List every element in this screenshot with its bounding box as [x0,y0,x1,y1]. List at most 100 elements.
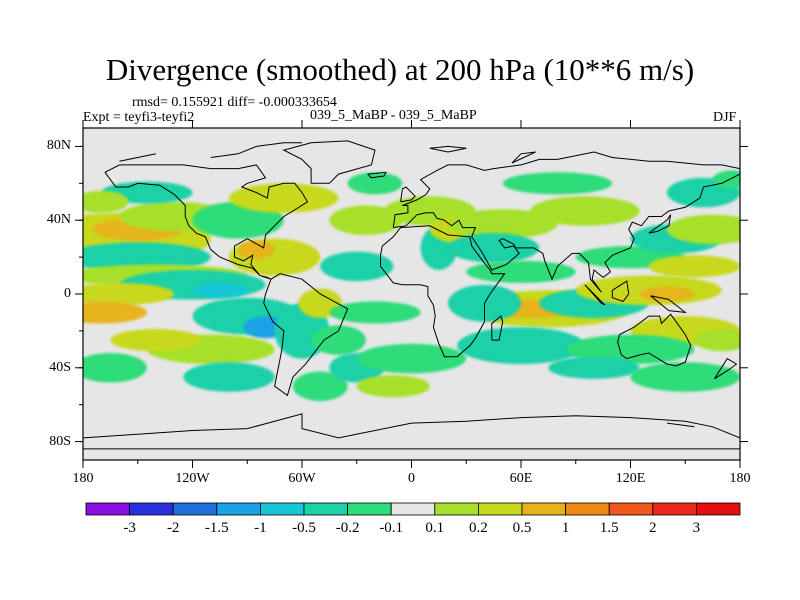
lon-label: 120E [615,471,646,486]
divergence-blob [530,196,640,226]
coastline [650,295,687,314]
divergence-blob [238,240,275,259]
divergence-blob [83,242,211,272]
coastline [119,153,157,162]
coastline [392,151,740,228]
lon-label: 60E [509,471,533,486]
divergence-blob [466,260,576,283]
coastline [491,315,504,341]
coastline [617,313,692,367]
divergence-blob [183,362,275,392]
case-text: 039_5_MaBP - 039_5_MaBP [310,108,477,123]
rmsd-diff-text: rmsd= 0.155921 diff= -0.000333654 [132,95,337,110]
coastline [429,145,467,153]
coastlines [83,140,740,450]
colorbar-box [216,502,261,516]
lat-label: 80S [49,433,71,449]
divergence-blob [667,214,740,245]
lon-label: 0 [408,471,415,486]
colorbar-label: 0.1 [425,520,445,536]
divergence-blob [83,190,129,213]
axis-ticks [75,120,748,468]
colorbar-label: -1 [254,520,267,536]
colorbar-box [390,502,436,516]
colorbar-box [85,502,130,516]
colorbar-box [521,502,566,516]
divergence-blob [292,371,348,401]
divergence-blob [83,282,175,306]
divergence-blob [648,255,740,278]
map-frame [82,127,741,461]
divergence-blob [448,209,558,239]
colorbar-label: -0.5 [292,520,316,536]
coastline [104,164,349,397]
colorbar-label: -1.5 [204,520,229,536]
lon-label: 180 [72,471,94,486]
divergence-blob [566,334,695,365]
divergence-blob [229,183,339,213]
colorbar-box [259,502,305,516]
divergence-blob [83,301,147,324]
divergence-blob [311,325,366,355]
coastline [393,173,740,293]
lat-label: 80N [46,138,71,154]
coastline [83,413,740,439]
divergence-blob [347,172,403,195]
coastline [648,214,672,234]
coastline [367,171,387,179]
coastline [666,422,695,428]
colorbar-box [434,502,479,516]
divergence-blob [110,329,202,352]
divergence-blob [329,205,403,235]
colorbar-box [172,502,218,516]
divergence-blob [356,375,430,398]
colorbar-label: 0.5 [512,520,532,536]
colorbar-label: 2 [649,520,657,536]
divergence-blob [630,362,740,392]
colorbar-label: 1 [561,520,570,536]
colorbar-label: -0.1 [379,520,404,536]
coastline [380,225,506,358]
divergence-blob [548,356,640,379]
colorbar-box [696,502,741,516]
colorbar-label: -0.2 [335,520,360,536]
colorbar-label: 1.5 [599,520,619,536]
divergence-fields [83,170,740,401]
colorbar-label: 0.2 [469,520,488,536]
divergence-blob [192,282,248,298]
coastline [714,357,738,380]
experiment-text: Expt = teyfi3-teyfi2 [83,110,195,125]
season-text: DJF [713,110,737,125]
coastline [511,151,536,164]
lon-label: 120W [175,471,210,486]
divergence-blob [356,343,467,374]
lon-label: 180 [729,471,751,486]
coastline [611,280,630,302]
lat-label: 0 [64,286,71,301]
divergence-blob [712,170,740,189]
plot-title: Divergence (smoothed) at 200 hPa (10**6 … [105,52,695,87]
colorbar-box [608,502,654,516]
divergence-blob [329,301,421,324]
colorbar-box [347,502,392,516]
divergence-blob [694,329,740,352]
coastline [210,142,302,158]
lat-label: 40S [49,359,71,375]
divergence-blob [457,327,585,365]
colorbar-box [303,502,348,516]
colorbar [85,502,741,516]
divergence-blob [320,251,394,282]
coastline [282,140,376,184]
lat-label: 40N [46,212,71,228]
colorbar-box [652,502,697,516]
colorbar-label: 3 [692,520,701,536]
colorbar-label: -3 [123,520,136,536]
colorbar-label: -2 [166,520,180,536]
divergence-blob [502,172,613,195]
coastline [400,186,416,203]
colorbar-box [565,502,610,516]
colorbar-box [129,502,174,516]
lon-label: 60W [288,471,316,486]
divergence-blob [83,353,147,383]
